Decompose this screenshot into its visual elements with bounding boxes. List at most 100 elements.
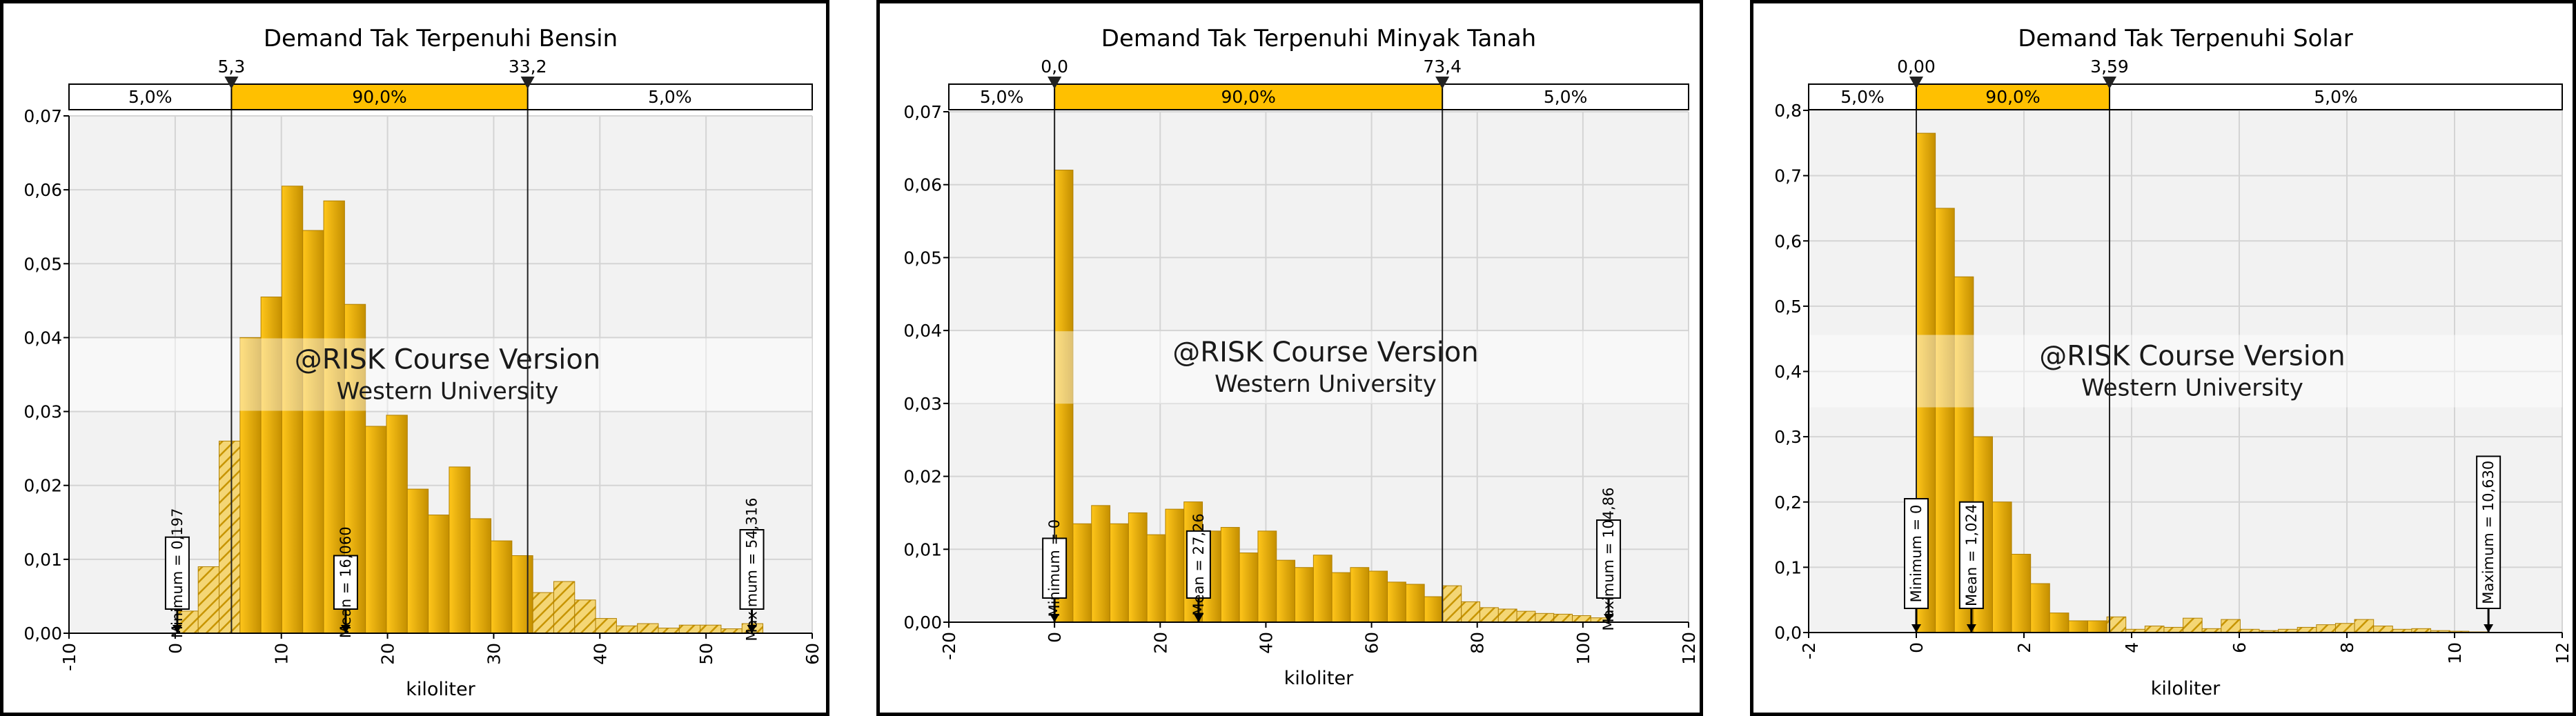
- chart-title: Demand Tak Terpenuhi Bensin: [264, 25, 618, 52]
- marker-arrow: [172, 625, 182, 633]
- marker-label: Minimum = 0,197: [169, 508, 186, 638]
- watermark-line2: Western University: [2081, 375, 2303, 402]
- x-tick-label: 80: [1468, 632, 1488, 654]
- y-tick-label: 0,4: [1774, 362, 1802, 382]
- histogram-bar: [302, 230, 324, 634]
- histogram-bar: [2354, 619, 2375, 633]
- histogram-bar: [1110, 523, 1129, 623]
- percentile-mid-label: 90,0%: [352, 87, 406, 107]
- marker-box: [164, 536, 190, 610]
- delimiter-handle-right[interactable]: [1435, 77, 1450, 89]
- chart-panel-bensin: Demand Tak Terpenuhi Bensin @RISK Course …: [0, 0, 829, 716]
- delimiter-handle-right[interactable]: [2103, 77, 2117, 89]
- y-tick-label: 0,00: [903, 613, 942, 633]
- percentile-bar-middle: [1916, 83, 2111, 110]
- percentile-bar-middle: [230, 83, 529, 110]
- watermark-line1: @RISK Course Version: [295, 344, 600, 376]
- watermark-line2: Western University: [1215, 370, 1437, 398]
- x-tick-label: -20: [939, 632, 959, 660]
- histogram-bar: [616, 625, 638, 634]
- histogram-bar: [1553, 613, 1573, 623]
- percentile-bar-middle: [1054, 83, 1444, 110]
- watermark-line2: Western University: [337, 378, 559, 406]
- y-tick-label: 0,07: [903, 102, 942, 122]
- histogram-bar: [239, 337, 262, 634]
- x-tick-label: -10: [59, 643, 79, 671]
- histogram-bar: [1572, 615, 1591, 623]
- marker-label: Maximum = 54,316: [744, 498, 760, 642]
- marker-label: Mean = 16,060: [337, 526, 354, 638]
- marker-arrow: [340, 625, 351, 633]
- y-tick-label: 0,05: [903, 248, 942, 268]
- delimiter-handle-left[interactable]: [1048, 77, 1062, 89]
- marker-box: [1042, 537, 1068, 599]
- histogram-bar: [406, 488, 429, 634]
- histogram-bensin: Demand Tak Terpenuhi Bensin @RISK Course …: [23, 25, 823, 700]
- histogram-bar: [2297, 626, 2317, 633]
- histogram-bar: [1479, 607, 1499, 623]
- y-tick-label: 0,04: [903, 321, 942, 341]
- chart-title: Demand Tak Terpenuhi Solar: [2018, 25, 2352, 52]
- histogram-bar: [2373, 626, 2393, 633]
- marker-label: Mean = 1,024: [1963, 504, 1980, 606]
- histogram-bar: [2183, 617, 2203, 633]
- x-tick-label: 20: [378, 643, 398, 665]
- x-tick-label: 6: [2230, 642, 2250, 653]
- chart-panel-minyak-tanah: Demand Tak Terpenuhi Minyak Tanah @RISK C…: [876, 0, 1703, 716]
- y-tick-label: 0,06: [903, 175, 942, 195]
- histogram-bar: [1497, 608, 1517, 623]
- histogram-bar: [1424, 596, 1444, 623]
- x-tick-label: 0: [166, 643, 186, 654]
- y-tick-label: 0,01: [23, 550, 62, 570]
- x-tick-label: 10: [272, 643, 292, 665]
- y-tick-label: 0,06: [23, 180, 62, 200]
- histogram-bar: [1257, 530, 1277, 623]
- delimiter-value-right: 3,59: [2090, 57, 2129, 77]
- delimiter-handle-right[interactable]: [520, 77, 535, 89]
- marker-label: Maximum = 104,86: [1600, 488, 1617, 631]
- marker-label: Minimum = 0: [1046, 519, 1063, 617]
- x-tick-label: 20: [1150, 632, 1170, 654]
- delimiter-value-right: 73,4: [1423, 57, 1462, 77]
- histogram-bar: [1276, 559, 1296, 623]
- x-tick-label: 12: [2553, 642, 2573, 664]
- histogram-bar: [637, 623, 659, 634]
- histogram-bar: [2221, 619, 2241, 633]
- y-tick-label: 0,6: [1774, 231, 1802, 251]
- y-tick-label: 0,8: [1774, 101, 1802, 121]
- histogram-bar: [595, 618, 617, 634]
- x-tick-label: 8: [2337, 642, 2357, 653]
- histogram-bar: [1461, 601, 1481, 623]
- delimiter-handle-left[interactable]: [224, 77, 239, 89]
- histogram-bar: [428, 515, 450, 634]
- x-tick-label: 0: [1045, 632, 1065, 643]
- watermark-band: [1809, 335, 2562, 408]
- x-axis-label: kiloliter: [1284, 668, 1354, 689]
- histogram-bar: [1165, 508, 1185, 623]
- x-tick-label: 100: [1573, 632, 1593, 665]
- histogram-bar: [532, 592, 554, 634]
- histogram-bar: [1331, 572, 1351, 623]
- histogram-bar: [2163, 626, 2184, 633]
- marker-box: [1186, 530, 1211, 599]
- histogram-bar: [2030, 583, 2050, 633]
- y-tick-label: 0,3: [1774, 427, 1802, 447]
- marker-label: Maximum = 10,630: [2480, 461, 2497, 604]
- histogram-minyak-tanah: Demand Tak Terpenuhi Minyak Tanah @RISK C…: [903, 25, 1699, 689]
- watermark-band: [69, 338, 812, 411]
- percentile-left-label: 5,0%: [980, 87, 1024, 107]
- histogram-bar: [1128, 512, 1148, 623]
- histogram-bar: [469, 518, 492, 634]
- x-tick-label: 40: [1256, 632, 1276, 654]
- marker-box: [333, 555, 358, 610]
- histogram-bar: [449, 466, 471, 634]
- x-tick-label: 4: [2122, 642, 2142, 653]
- delimiter-handle-left[interactable]: [1909, 77, 1923, 89]
- marker-box: [1596, 519, 1622, 599]
- histogram-bar: [2144, 626, 2165, 633]
- histogram-bar: [574, 599, 596, 634]
- histogram-bar: [2316, 624, 2336, 633]
- histogram-bar: [219, 440, 241, 634]
- y-tick-label: 0,1: [1774, 557, 1802, 577]
- histogram-bar: [386, 415, 408, 634]
